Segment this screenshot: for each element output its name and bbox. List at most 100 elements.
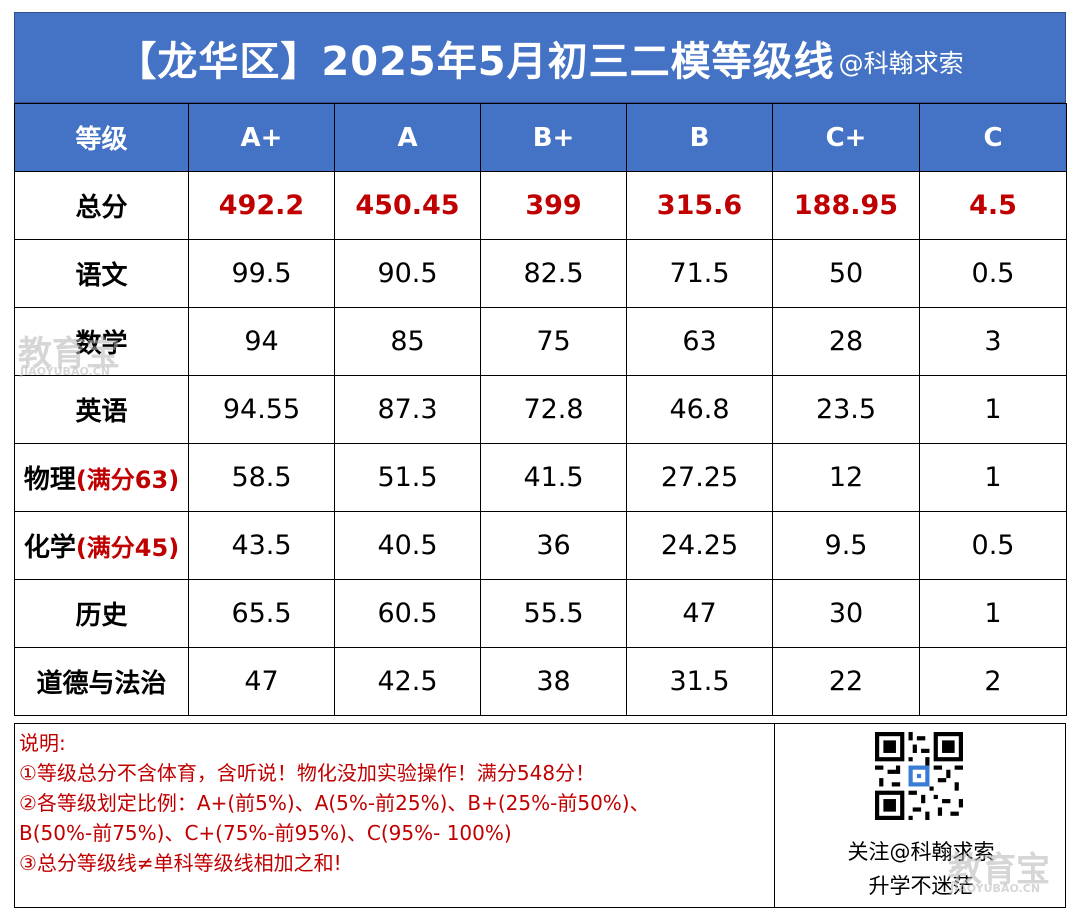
- score-cell: 0.5: [919, 511, 1067, 580]
- subject-name: 道德与法治: [36, 669, 167, 699]
- grade-header: A: [334, 103, 481, 172]
- score-cell: 50: [772, 239, 920, 308]
- table-row: 语文 99.5 90.5 82.5 71.5 50 0.5: [14, 239, 1067, 308]
- score-cell: 30: [772, 579, 920, 648]
- score-cell: 46.8: [626, 375, 773, 444]
- score-cell: 47: [626, 579, 773, 648]
- score-cell: 38: [480, 647, 627, 716]
- score-cell: 36: [480, 511, 627, 580]
- qr-code-icon[interactable]: [875, 732, 963, 820]
- grade-sheet: 【龙华区】2025年5月初三二模等级线 @科翰求索 等级 A+ A B+ B C…: [14, 12, 1067, 908]
- score-cell: 82.5: [480, 239, 627, 308]
- notes-line: 说明:: [19, 731, 66, 755]
- score-cell: 99.5: [188, 239, 335, 308]
- score-cell: 63: [626, 307, 773, 376]
- row-label: 英语: [14, 375, 189, 444]
- grade-header: B+: [480, 103, 627, 172]
- score-cell: 24.25: [626, 511, 773, 580]
- subject-name: 总分: [75, 193, 128, 223]
- score-cell: 188.95: [772, 171, 920, 240]
- table-row: 物理(满分63) 58.5 51.5 41.5 27.25 12 1: [14, 443, 1067, 512]
- title-credit: @科翰求索: [838, 48, 964, 78]
- score-cell: 72.8: [480, 375, 627, 444]
- score-cell: 23.5: [772, 375, 920, 444]
- row-label: 化学(满分45): [14, 511, 189, 580]
- notes-line: ②各等级划定比例：A+(前5%)、A(5%-前25%)、B+(25%-前50%)…: [19, 791, 650, 815]
- header-row: 等级 A+ A B+ B C+ C: [14, 103, 1067, 172]
- score-cell: 315.6: [626, 171, 773, 240]
- score-cell: 58.5: [188, 443, 335, 512]
- subject-name: 历史: [75, 601, 128, 631]
- score-cell: 94: [188, 307, 335, 376]
- score-cell: 90.5: [334, 239, 481, 308]
- score-cell: 75: [480, 307, 627, 376]
- watermark-text: 教育宝: [948, 850, 1050, 890]
- score-cell: 41.5: [480, 443, 627, 512]
- watermark-text: JIAOYUBAO.CN: [20, 365, 111, 378]
- score-cell: 43.5: [188, 511, 335, 580]
- score-cell: 55.5: [480, 579, 627, 648]
- table-row: 数学 94 85 75 63 28 3: [14, 307, 1067, 376]
- score-cell: 0.5: [919, 239, 1067, 308]
- watermark-text: JIAOYUBAO.CN: [950, 882, 1041, 895]
- score-cell: 22: [772, 647, 920, 716]
- row-label: 语文: [14, 239, 189, 308]
- score-cell: 42.5: [334, 647, 481, 716]
- score-cell: 12: [772, 443, 920, 512]
- score-cell: 71.5: [626, 239, 773, 308]
- watermark-text: 教育宝: [18, 334, 120, 374]
- score-cell: 85: [334, 307, 481, 376]
- score-cell: 94.55: [188, 375, 335, 444]
- notes-line: B(50%-前75%)、C+(75%-前95%)、C(95%- 100%): [19, 821, 512, 845]
- row-label: 历史: [14, 579, 189, 648]
- score-cell: 1: [919, 443, 1067, 512]
- score-cell: 492.2: [188, 171, 335, 240]
- subject-name: 物理: [23, 465, 76, 495]
- score-cell: 40.5: [334, 511, 481, 580]
- qr-subcaption: 升学不迷茫: [868, 874, 974, 898]
- notes-line: ③总分等级线≠单科等级线相加之和!: [19, 851, 342, 875]
- score-cell: 87.3: [334, 375, 481, 444]
- grade-header: B: [626, 103, 773, 172]
- grade-table: 等级 A+ A B+ B C+ C 总分 492.2 450.45 399 315.6 1…: [14, 103, 1067, 716]
- header-corner: 等级: [14, 103, 189, 172]
- row-label: 总分: [14, 171, 189, 240]
- score-cell: 47: [188, 647, 335, 716]
- grade-header: C: [919, 103, 1067, 172]
- page-title: 【龙华区】2025年5月初三二模等级线: [116, 38, 835, 85]
- title-bar: 【龙华区】2025年5月初三二模等级线 @科翰求索: [14, 12, 1066, 103]
- score-cell: 9.5: [772, 511, 920, 580]
- score-cell: 1: [919, 375, 1067, 444]
- score-cell: 65.5: [188, 579, 335, 648]
- row-label: 数学: [14, 307, 189, 376]
- score-cell: 51.5: [334, 443, 481, 512]
- subject-note: (满分63): [75, 466, 180, 494]
- score-cell: 3: [919, 307, 1067, 376]
- qr-box: 关注@科翰求索 升学不迷茫: [774, 723, 1066, 908]
- subject-note: (满分45): [75, 534, 180, 562]
- subject-name: 化学: [23, 533, 76, 563]
- table-row: 化学(满分45) 43.5 40.5 36 24.25 9.5 0.5: [14, 511, 1067, 580]
- table-row: 总分 492.2 450.45 399 315.6 188.95 4.5: [14, 171, 1067, 240]
- notes-box: 说明: ①等级总分不含体育，含听说！物化没加实验操作！满分548分！ ②各等级划…: [14, 723, 774, 908]
- row-label: 道德与法治: [14, 647, 189, 716]
- score-cell: 60.5: [334, 579, 481, 648]
- score-cell: 1: [919, 579, 1067, 648]
- grade-header: C+: [772, 103, 920, 172]
- score-cell: 2: [919, 647, 1067, 716]
- table-row: 英语 94.55 87.3 72.8 46.8 23.5 1: [14, 375, 1067, 444]
- score-cell: 4.5: [919, 171, 1067, 240]
- qr-caption: 关注@科翰求索: [847, 840, 995, 864]
- row-label: 物理(满分63): [14, 443, 189, 512]
- score-cell: 450.45: [334, 171, 481, 240]
- subject-name: 语文: [75, 261, 128, 291]
- grade-header: A+: [188, 103, 335, 172]
- score-cell: 31.5: [626, 647, 773, 716]
- score-cell: 28: [772, 307, 920, 376]
- notes-line: ①等级总分不含体育，含听说！物化没加实验操作！满分548分！: [19, 761, 596, 785]
- table-row: 历史 65.5 60.5 55.5 47 30 1: [14, 579, 1067, 648]
- score-cell: 399: [480, 171, 627, 240]
- subject-name: 英语: [75, 397, 128, 427]
- score-cell: 27.25: [626, 443, 773, 512]
- table-row: 道德与法治 47 42.5 38 31.5 22 2: [14, 647, 1067, 716]
